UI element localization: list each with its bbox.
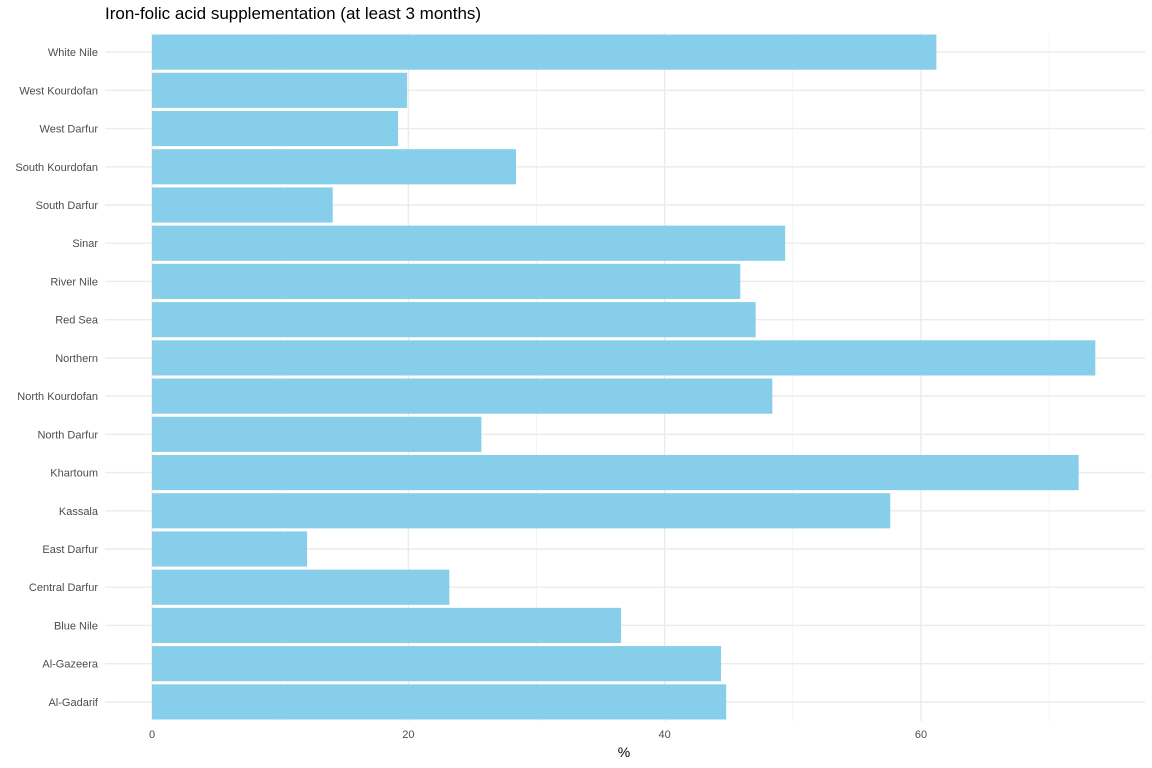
y-tick-label: South Kourdofan [15,162,98,174]
bar [152,263,741,300]
bar [152,646,722,682]
y-tick-label: South Darfur [36,200,99,212]
chart-title: Iron-folic acid supplementation (at leas… [105,4,482,23]
bar [152,416,482,452]
bar [152,493,891,529]
bar [152,569,450,605]
x-tick-label: 0 [149,729,155,741]
bar [152,72,408,108]
y-tick-label: Northern [55,353,98,365]
bar [152,531,308,567]
y-tick-label: River Nile [50,276,98,288]
y-tick-label: Al-Gazeera [42,659,99,671]
bar [152,302,756,338]
y-tick-label: Khartoum [50,468,98,480]
y-tick-label: East Darfur [42,544,98,556]
y-tick-label: Sinar [72,238,98,250]
y-tick-label: North Kourdofan [17,391,98,403]
y-tick-label: Blue Nile [54,620,98,632]
x-tick-labels: 0 20 40 60 [149,729,927,741]
y-tick-label: West Darfur [40,124,99,136]
y-tick-label: Al-Gadarif [48,697,98,709]
bar [152,110,399,147]
bar [152,225,786,261]
y-tick-label: West Kourdofan [19,85,98,97]
x-axis-title: % [618,744,630,760]
y-tick-label: North Darfur [37,429,98,441]
bars [152,34,1096,720]
bar [152,149,516,185]
y-tick-label: Kassala [59,506,99,518]
x-tick-label: 40 [659,729,671,741]
bar [152,607,622,644]
bar [152,34,937,70]
bar [152,378,773,414]
y-tick-label: White Nile [48,47,98,59]
bar [152,340,1096,376]
x-tick-label: 20 [402,729,414,741]
bar [152,187,333,223]
y-tick-label: Central Darfur [29,582,98,594]
bar [152,684,727,720]
x-tick-label: 60 [915,729,927,741]
y-tick-labels: Al-Gadarif Al-Gazeera Blue Nile Central Dar… [15,47,99,709]
y-tick-label: Red Sea [55,315,99,327]
bar [152,454,1079,491]
